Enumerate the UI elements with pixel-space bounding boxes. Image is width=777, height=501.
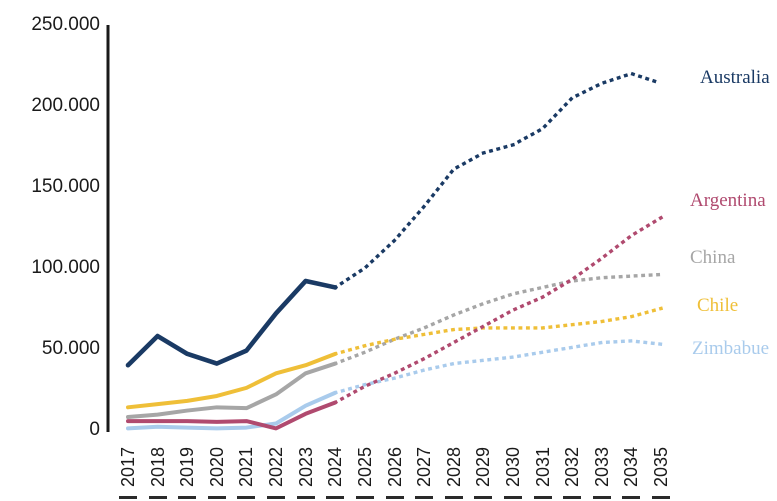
x-axis-dash-mark <box>119 496 137 499</box>
y-tick-label: 250.000 <box>31 14 100 35</box>
x-tick-label: 2022 <box>266 446 287 487</box>
series-label-australia: Australia <box>700 67 770 89</box>
x-axis-dash-mark <box>326 496 345 499</box>
x-tick-label: 2027 <box>414 446 435 487</box>
x-tick-label: 2020 <box>206 446 227 487</box>
x-axis-dash-mark <box>474 496 493 499</box>
x-axis-dash-mark <box>237 496 256 499</box>
series-line-australia-history <box>125 278 338 368</box>
x-axis-dash-mark <box>148 496 167 499</box>
x-tick-label: 2031 <box>532 446 553 487</box>
x-axis-dash-mark <box>207 496 226 499</box>
series-label-zimbabue: Zimbabue <box>692 338 770 360</box>
x-tick-label: 2023 <box>295 446 316 487</box>
x-axis-dash-mark <box>415 496 434 499</box>
x-tick-label: 2025 <box>354 446 375 487</box>
series-line-argentina-history <box>126 400 338 431</box>
x-axis-dash-mark <box>385 496 404 499</box>
x-axis-dash-mark <box>296 496 315 499</box>
y-tick-label: 150.000 <box>31 176 100 197</box>
y-tick-label: 50.000 <box>41 338 100 359</box>
x-axis-dash-mark <box>533 496 552 499</box>
y-tick-label: 100.000 <box>31 257 100 278</box>
x-tick-label: 2028 <box>443 446 464 487</box>
x-tick-label: 2026 <box>384 446 405 487</box>
x-tick-label: 2035 <box>651 446 671 487</box>
series-line-china-history <box>126 361 338 420</box>
series-label-chile: Chile <box>697 294 739 316</box>
series-line-chile-forecast <box>333 306 664 356</box>
series-line-zimbabue-history <box>126 390 338 431</box>
x-axis-dash-mark <box>563 496 582 499</box>
x-tick-label: 2033 <box>591 446 612 487</box>
x-tick-label: 2024 <box>325 446 346 487</box>
x-axis-dash-mark <box>444 496 463 499</box>
x-axis-dash-mark <box>267 496 286 499</box>
x-tick-label: 2032 <box>562 446 583 487</box>
series-label-china: China <box>690 247 736 269</box>
x-axis-dash-mark <box>178 496 197 499</box>
x-axis-dash-mark <box>622 496 641 499</box>
series-line-china-forecast <box>333 272 663 366</box>
series-line-zimbabue-forecast <box>333 339 663 395</box>
x-tick-label: 2029 <box>473 446 494 487</box>
series-label-argentina: Argentina <box>690 189 766 211</box>
x-tick-label: 2019 <box>177 446 198 487</box>
x-axis-dash-mark <box>652 496 670 499</box>
x-tick-label: 2021 <box>236 446 257 487</box>
series-line-chile-history <box>126 351 338 410</box>
y-tick-label: 0 <box>89 419 100 440</box>
series-line-australia-forecast <box>332 71 664 290</box>
x-tick-label: 2018 <box>147 446 168 487</box>
x-axis-dash-mark <box>355 496 374 499</box>
y-tick-label: 200.000 <box>31 95 100 116</box>
series-line-argentina-forecast <box>332 215 664 405</box>
x-tick-label: 2030 <box>502 446 523 487</box>
x-axis-dash-mark <box>503 496 522 499</box>
x-tick-label: 2017 <box>118 446 138 487</box>
x-axis-dash-mark <box>592 496 611 499</box>
x-tick-label: 2034 <box>621 446 642 487</box>
